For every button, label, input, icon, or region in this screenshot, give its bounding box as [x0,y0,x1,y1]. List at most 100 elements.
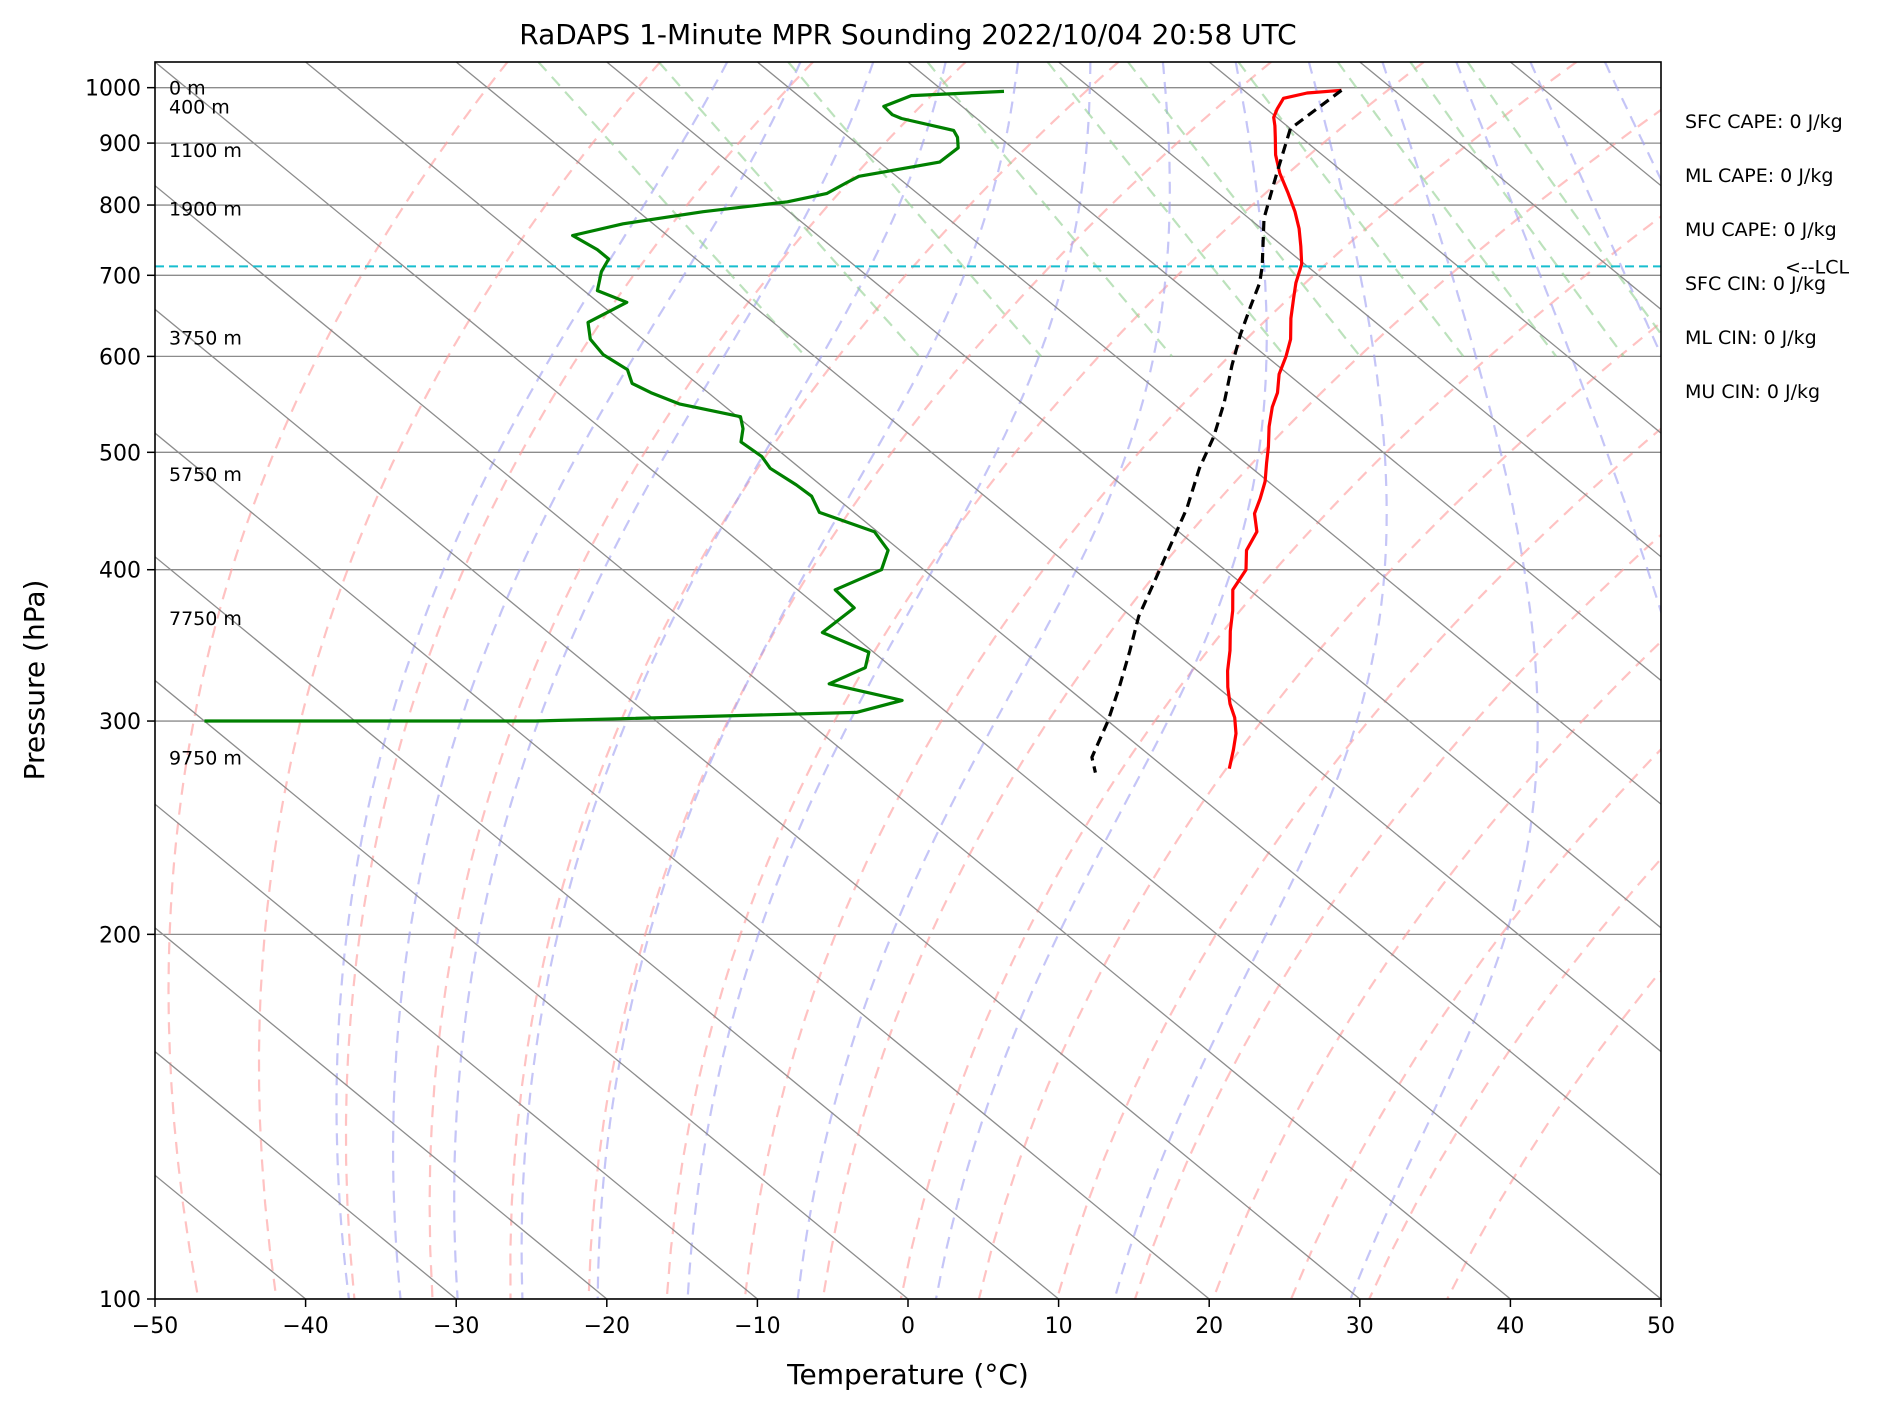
x-tick-label: 50 [1647,1314,1675,1339]
x-axis-label: Temperature (°C) [786,1358,1029,1391]
y-tick-label: 200 [99,923,141,948]
dry-adiabat [587,62,1272,1299]
mixing-ratio-line [1046,62,1286,358]
mixing-ratio-line [1127,62,1361,358]
dry-adiabat [344,62,814,1299]
mixing-ratio-line [1409,62,1625,358]
height-label: 7750 m [169,608,242,630]
isotherm-line [1058,62,1661,558]
moist-adiabat [796,62,1171,1299]
x-tick-label: 10 [1045,1314,1073,1339]
x-tick-label: −40 [282,1314,328,1339]
stability-index: MU CAPE: 0 J/kg [1685,219,1837,241]
isotherm-line [756,62,1661,806]
stability-index: ML CAPE: 0 J/kg [1685,165,1833,187]
moist-adiabat [335,62,729,1299]
moist-adiabat [934,62,1268,1299]
stability-index: SFC CIN: 0 J/kg [1685,273,1826,295]
isotherm-line [155,184,1511,1299]
y-tick-label: 800 [99,194,141,219]
isotherm-line [606,62,1661,929]
dry-adiabat [167,62,509,1299]
isotherm-line [907,62,1661,682]
isotherm-line [455,62,1661,1053]
isotherm-line [1660,62,1661,63]
y-tick-label: 400 [99,559,141,584]
dry-adiabat [428,62,967,1299]
stability-index: ML CIN: 0 J/kg [1685,327,1817,349]
x-tick-label: −20 [584,1314,630,1339]
height-label: 5750 m [169,464,242,486]
mixing-ratio-line [926,62,1173,358]
y-tick-label: 100 [99,1288,141,1313]
y-axis-label: Pressure (hPa) [18,580,51,781]
x-tick-label: −30 [433,1314,479,1339]
x-tick-label: −10 [734,1314,780,1339]
dry-adiabat [977,321,1661,1299]
dry-adiabat [899,215,1661,1299]
dry-adiabat [1446,969,1661,1299]
axis-ticks: −50 −40 −30 −20 −10 0 10 20 30 40 50 100 200 300 400 50… [85,77,1675,1339]
mixing-ratio-line [1336,62,1558,358]
mixing-ratio-line [1466,62,1661,336]
dry-adiabat [665,62,1425,1299]
y-tick-label: 600 [99,345,141,370]
dewpoint-line [204,89,1005,723]
mixing-ratio-line [537,62,807,358]
height-labels: 9750 m 7750 m 5750 m 3750 m 1900 m 1100 m 400 … [169,78,242,770]
moist-adiabat [392,62,802,1299]
moist-adiabat [596,62,1020,1299]
chart-title: RaDAPS 1-Minute MPR Sounding 2022/10/04 … [519,18,1296,51]
isotherm-line [305,62,1661,1177]
stability-index: MU CIN: 0 J/kg [1685,381,1820,403]
dry-adiabat [743,62,1578,1299]
moist-adiabat [1113,62,1388,1299]
isotherm-line [155,62,1661,1299]
height-label: 3750 m [169,328,242,350]
isotherm-line [155,803,758,1299]
y-tick-label: 500 [99,441,141,466]
background-lines [155,62,1882,1299]
height-label: 400 m [169,96,230,118]
moist-adiabat [1455,62,1661,1299]
x-tick-label: 0 [901,1314,915,1339]
isotherm-line [155,927,608,1299]
dry-adiabat [1133,533,1661,1299]
temperature-line [1226,88,1342,770]
y-tick-label: 900 [99,132,141,157]
mixing-ratio-line [787,62,1043,358]
mixing-ratio-line [657,62,921,358]
isotherm-line [1509,62,1661,187]
dry-adiabat [1212,640,1661,1299]
isotherm-line [155,1050,457,1299]
y-tick-label: 300 [99,710,141,735]
isotherm-line [155,555,1060,1299]
dry-adiabat [1368,857,1661,1299]
moist-adiabat [1529,62,1661,358]
isotherm-line [1812,62,1882,1299]
x-tick-label: −50 [132,1314,178,1339]
isotherm-line [1208,62,1661,434]
height-label: 1900 m [169,198,242,220]
height-label: 9750 m [169,747,242,769]
dry-adiabat [821,108,1661,1299]
moist-adiabat [686,62,1092,1299]
height-label: 1100 m [169,140,242,162]
y-tick-label: 1000 [85,77,141,102]
mixing-ratio-line [1237,62,1465,358]
data-lines [155,88,1661,773]
isotherm-line [155,432,1210,1299]
isotherm-line [1359,62,1661,311]
isotherm-line [155,679,909,1299]
stability-index: SFC CAPE: 0 J/kg [1685,111,1843,133]
isotherm-line [155,308,1361,1299]
lcl-label: <--LCL [1785,256,1849,278]
y-tick-label: 700 [99,264,141,289]
moist-adiabat [1603,62,1661,183]
dry-adiabat [509,62,1120,1299]
x-tick-label: 20 [1195,1314,1223,1339]
moist-adiabat [520,62,947,1299]
dry-adiabat [257,62,662,1299]
stability-indices: SFC CAPE: 0 J/kg ML CAPE: 0 J/kg MU CAPE: … [1685,111,1843,403]
